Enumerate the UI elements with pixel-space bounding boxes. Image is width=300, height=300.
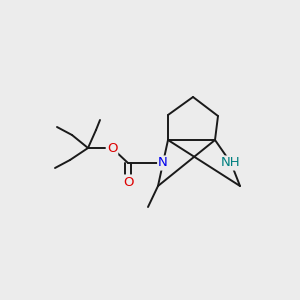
Text: N: N [158, 157, 168, 169]
Text: O: O [123, 176, 133, 188]
Text: NH: NH [221, 157, 241, 169]
Text: O: O [107, 142, 117, 154]
